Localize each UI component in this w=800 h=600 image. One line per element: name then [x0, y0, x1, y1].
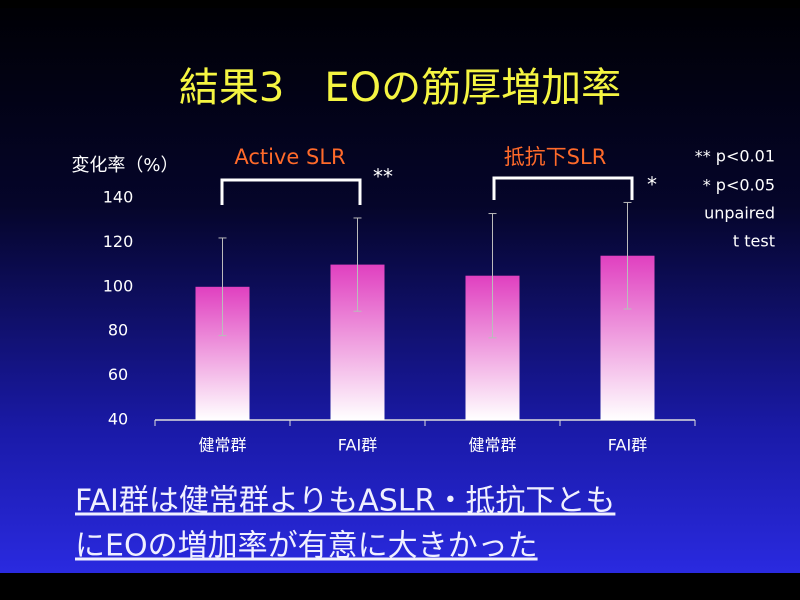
x-tick-label: FAI群	[338, 436, 377, 455]
y-tick-label: 60	[108, 365, 128, 384]
group-label: Active SLR	[234, 145, 345, 169]
x-tick-label: 健常群	[468, 436, 516, 455]
y-axis-label: 変化率（%）	[71, 155, 178, 176]
significance: **	[373, 165, 393, 189]
y-tick-label: 100	[103, 276, 134, 295]
significance: *	[647, 173, 657, 197]
bracket	[492, 176, 634, 200]
conclusion: FAI群は健常群よりもASLR・抵抗下とも	[75, 484, 615, 519]
note: * p<0.05	[703, 176, 775, 195]
chart-title: 結果3 EOの筋厚増加率	[179, 65, 621, 111]
note: ** p<0.01	[695, 147, 775, 166]
y-tick-label: 140	[103, 188, 134, 207]
note: unpaired	[704, 204, 775, 223]
slide-background	[0, 8, 800, 573]
note: t test	[733, 232, 775, 251]
y-tick-label: 120	[103, 232, 134, 251]
y-tick-label: 80	[108, 321, 128, 340]
x-tick-label: 健常群	[198, 436, 246, 455]
conclusion: にEOの増加率が有意に大きかった	[75, 529, 538, 564]
x-tick-label: FAI群	[608, 436, 647, 455]
y-tick-label: 40	[108, 410, 128, 429]
group-label: 抵抗下SLR	[504, 145, 607, 169]
bracket	[220, 178, 362, 205]
